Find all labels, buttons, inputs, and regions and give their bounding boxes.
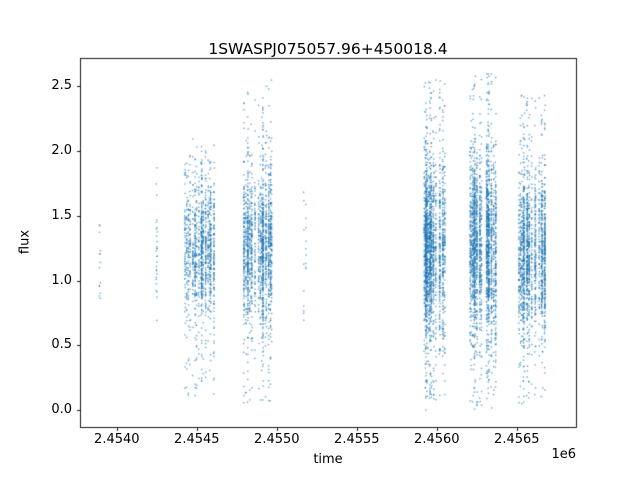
x-tick-label: 2.4555 <box>334 432 380 447</box>
chart-title: 1SWASPJ075057.96+450018.4 <box>208 40 448 58</box>
x-tick-label: 2.4545 <box>174 432 220 447</box>
y-tick-label: 2.0 <box>51 143 72 159</box>
y-tick-label: 1.5 <box>51 207 72 223</box>
y-tick-label: 2.5 <box>51 78 72 94</box>
x-tick-label: 2.4540 <box>94 432 140 447</box>
x-tick-label: 2.4560 <box>414 432 460 447</box>
x-tick-label: 2.4565 <box>494 432 540 447</box>
x-axis-offset-text: 1e6 <box>551 447 576 462</box>
y-tick-label: 0.0 <box>51 402 72 418</box>
x-axis-label: time <box>313 452 343 467</box>
y-axis-label: flux <box>17 229 33 255</box>
y-tick-label: 0.5 <box>51 337 72 353</box>
x-tick-label: 2.4550 <box>254 432 300 447</box>
y-tick-label: 1.0 <box>51 272 72 288</box>
